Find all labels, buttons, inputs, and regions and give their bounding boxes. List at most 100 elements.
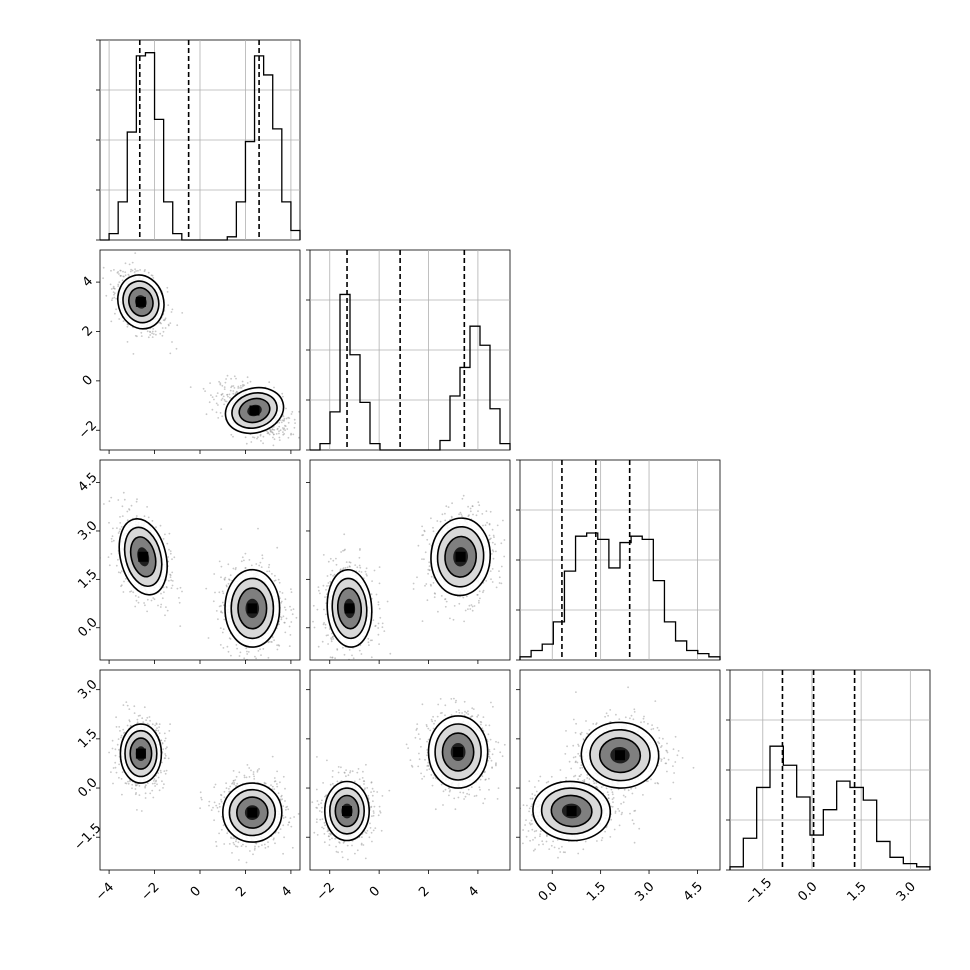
sample-point bbox=[478, 590, 481, 593]
sample-point bbox=[225, 400, 228, 403]
sample-point bbox=[136, 498, 138, 501]
sample-point bbox=[232, 385, 235, 387]
sample-point bbox=[425, 583, 428, 585]
histogram-panel-3 bbox=[726, 669, 931, 871]
sample-point bbox=[282, 431, 284, 433]
sample-point bbox=[276, 648, 279, 651]
sample-point bbox=[330, 638, 333, 641]
sample-point bbox=[146, 722, 149, 725]
sample-point bbox=[161, 597, 164, 600]
sample-point bbox=[485, 580, 488, 582]
sample-point bbox=[489, 510, 492, 513]
sample-point bbox=[230, 386, 233, 389]
sample-point bbox=[163, 732, 166, 735]
sample-point bbox=[486, 521, 488, 524]
sample-point bbox=[122, 491, 125, 494]
sample-point bbox=[238, 859, 240, 861]
sample-point bbox=[160, 739, 162, 742]
sample-point bbox=[273, 386, 275, 389]
sample-point bbox=[355, 661, 357, 663]
sample-point bbox=[324, 623, 327, 626]
sample-point bbox=[219, 627, 222, 629]
sample-point bbox=[282, 824, 285, 827]
sample-point bbox=[261, 554, 264, 557]
sample-point bbox=[416, 576, 418, 579]
sample-point bbox=[149, 792, 152, 795]
sample-point bbox=[169, 352, 172, 355]
sample-point bbox=[346, 566, 349, 569]
sample-point bbox=[368, 644, 370, 646]
sample-point bbox=[119, 730, 121, 732]
sample-point bbox=[210, 809, 213, 811]
sample-point bbox=[216, 392, 219, 394]
sample-point bbox=[327, 582, 330, 584]
sample-point bbox=[110, 537, 113, 540]
sample-point bbox=[270, 641, 272, 643]
sample-point bbox=[334, 657, 336, 660]
sample-point bbox=[121, 793, 123, 796]
sample-point bbox=[449, 617, 451, 620]
sample-point bbox=[330, 637, 332, 640]
sample-point bbox=[221, 601, 224, 604]
sample-point bbox=[255, 563, 258, 565]
density-peak-bin bbox=[455, 551, 466, 562]
sample-point bbox=[279, 828, 282, 830]
sample-point bbox=[215, 845, 218, 848]
sample-point bbox=[164, 533, 166, 536]
sample-point bbox=[485, 510, 488, 513]
sample-point bbox=[150, 599, 153, 602]
sample-point bbox=[316, 608, 319, 611]
sample-point bbox=[112, 539, 115, 542]
sample-point bbox=[290, 621, 293, 623]
sample-point bbox=[326, 575, 329, 577]
sample-point bbox=[117, 499, 120, 501]
sample-point bbox=[135, 784, 137, 787]
sample-point bbox=[272, 433, 275, 436]
sample-point bbox=[165, 769, 168, 772]
sample-point bbox=[285, 417, 288, 420]
sample-point bbox=[277, 792, 280, 795]
sample-point bbox=[134, 605, 137, 608]
sample-point bbox=[219, 382, 222, 384]
histogram-bar bbox=[664, 622, 675, 660]
sample-point bbox=[173, 556, 176, 559]
sample-point bbox=[117, 271, 119, 273]
sample-point bbox=[162, 538, 165, 540]
sample-point bbox=[164, 772, 167, 775]
sample-point bbox=[137, 269, 139, 272]
sample-point bbox=[166, 746, 168, 749]
sample-point bbox=[225, 584, 228, 587]
sample-point bbox=[233, 837, 236, 840]
sample-point bbox=[135, 270, 138, 272]
sample-point bbox=[230, 433, 233, 436]
histogram-bar bbox=[837, 781, 850, 870]
sample-point bbox=[279, 781, 281, 784]
sample-point bbox=[272, 444, 275, 447]
sample-point bbox=[295, 616, 298, 619]
sample-point bbox=[154, 724, 157, 727]
sample-point bbox=[270, 429, 272, 432]
sample-point bbox=[179, 625, 182, 627]
sample-point bbox=[200, 796, 203, 799]
sample-point bbox=[279, 429, 282, 432]
sample-point bbox=[138, 794, 141, 796]
sample-point bbox=[110, 496, 113, 499]
sample-point bbox=[157, 776, 160, 779]
sample-point bbox=[278, 430, 280, 433]
histogram-step bbox=[310, 293, 511, 451]
sample-point bbox=[227, 395, 229, 398]
sample-point bbox=[122, 320, 125, 322]
sample-point bbox=[433, 596, 436, 599]
sample-point bbox=[224, 576, 227, 579]
sample-point bbox=[257, 436, 259, 438]
sample-point bbox=[428, 565, 431, 567]
sample-point bbox=[503, 555, 506, 558]
sample-point bbox=[127, 782, 130, 785]
sample-point bbox=[329, 573, 332, 576]
sample-point bbox=[144, 792, 147, 795]
sample-point bbox=[218, 560, 221, 563]
histogram-bar bbox=[155, 119, 164, 240]
sample-point bbox=[478, 601, 480, 604]
sample-point bbox=[287, 421, 290, 424]
sample-point bbox=[163, 740, 166, 742]
